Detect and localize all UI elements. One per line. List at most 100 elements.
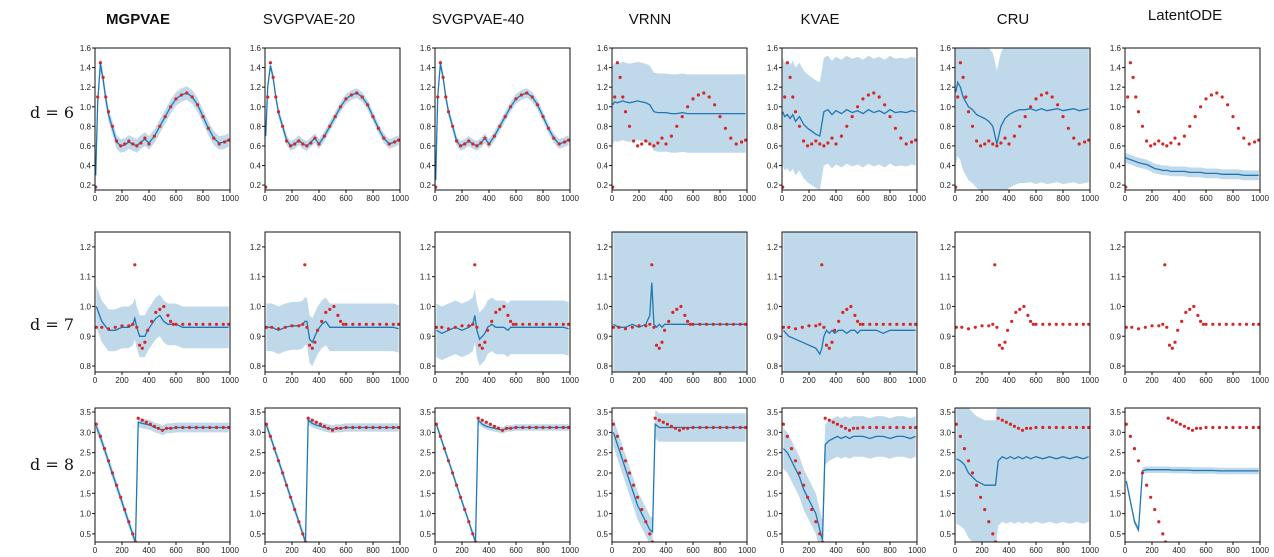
observed-point bbox=[1128, 61, 1132, 65]
observed-point bbox=[1244, 322, 1249, 326]
observed-point bbox=[391, 425, 395, 430]
y-tick-label: 2.0 bbox=[597, 469, 609, 478]
observed-point bbox=[822, 144, 826, 148]
observed-point bbox=[473, 263, 477, 267]
observed-point bbox=[1176, 328, 1180, 332]
observed-points bbox=[612, 416, 747, 542]
observed-point bbox=[527, 322, 532, 326]
observed-point bbox=[169, 105, 173, 109]
mean-line bbox=[435, 418, 569, 542]
column-title-svgpvae-40: SVGPVAE-40 bbox=[432, 11, 524, 28]
panel-cru-d-6: 0 200 400 600 800 1000 0.2 0.4 0.6 0.8 1.0 1.2 1.4 1.… bbox=[940, 44, 1100, 203]
x-tick-label: 400 bbox=[1172, 376, 1186, 385]
observed-point bbox=[1204, 97, 1208, 101]
x-tick-label: 1000 bbox=[561, 546, 579, 555]
panel-plot-area bbox=[612, 232, 747, 372]
observed-point bbox=[158, 307, 162, 311]
observed-point bbox=[1184, 310, 1188, 314]
mean-line bbox=[266, 320, 399, 344]
x-tick-label: 400 bbox=[659, 546, 673, 555]
observed-points bbox=[435, 416, 570, 542]
observed-point bbox=[498, 307, 502, 311]
y-tick-label: 0.9 bbox=[940, 332, 952, 341]
x-tick-label: 0 bbox=[610, 546, 615, 555]
observed-points bbox=[95, 61, 230, 189]
observed-point bbox=[123, 507, 127, 512]
y-tick-label: 0.5 bbox=[940, 530, 952, 539]
uncertainty-band bbox=[782, 55, 916, 190]
y-tick-label: 1.0 bbox=[597, 103, 609, 112]
panel-frame bbox=[434, 47, 571, 191]
x-tick-label: 200 bbox=[455, 194, 469, 203]
observed-point bbox=[1186, 426, 1191, 430]
observed-point bbox=[991, 322, 995, 326]
observed-point bbox=[979, 144, 983, 148]
observed-point bbox=[1157, 139, 1161, 143]
y-tick-label: 2.5 bbox=[80, 449, 92, 458]
observed-point bbox=[966, 327, 971, 331]
observed-point bbox=[1173, 340, 1177, 344]
mean-line bbox=[956, 455, 1089, 486]
observed-point bbox=[1007, 142, 1011, 146]
observed-point bbox=[623, 110, 628, 114]
observed-point bbox=[174, 97, 178, 101]
uncertainty-band bbox=[1126, 466, 1259, 534]
observed-point bbox=[483, 136, 487, 140]
x-tick-label: 800 bbox=[883, 376, 897, 385]
observed-point bbox=[289, 144, 293, 148]
observed-point bbox=[673, 426, 678, 430]
panel-plot-area bbox=[265, 60, 400, 189]
observed-point bbox=[995, 144, 999, 148]
panel-plot-area bbox=[95, 263, 230, 358]
panel-frame bbox=[611, 231, 748, 373]
row-labels: d = 6 d = 7 d = 8 bbox=[30, 103, 74, 474]
panel-svgpvae-40-d-7: 0 200 400 600 800 1000 0.8 0.9 1.0 1.1 1.2 bbox=[420, 231, 579, 385]
observed-point bbox=[868, 425, 872, 430]
observed-point bbox=[266, 95, 270, 99]
y-tick-label: 1.0 bbox=[767, 510, 779, 519]
observed-point bbox=[567, 425, 570, 430]
observed-point bbox=[979, 495, 983, 499]
observed-points bbox=[1125, 416, 1260, 542]
x-tick-label: 400 bbox=[829, 194, 843, 203]
y-tick-label: 1.2 bbox=[250, 243, 262, 252]
observed-point bbox=[826, 141, 830, 145]
y-tick-label: 3.5 bbox=[940, 408, 952, 417]
observed-point bbox=[281, 471, 285, 475]
observed-point bbox=[718, 115, 722, 119]
observed-point bbox=[480, 346, 484, 350]
observed-point bbox=[557, 142, 561, 146]
observed-point bbox=[818, 322, 822, 326]
observed-point bbox=[623, 459, 628, 463]
observed-point bbox=[496, 426, 500, 430]
observed-point bbox=[1018, 124, 1022, 128]
x-tick-label: 200 bbox=[632, 194, 646, 203]
observed-point bbox=[371, 322, 375, 326]
observed-point bbox=[534, 425, 538, 430]
observed-point bbox=[1003, 136, 1007, 140]
observed-points bbox=[265, 416, 400, 542]
panel-plot-area bbox=[435, 263, 570, 366]
observed-point bbox=[169, 319, 173, 323]
y-tick-label: 3.0 bbox=[940, 428, 952, 437]
observed-points bbox=[955, 61, 1090, 189]
observed-point bbox=[1014, 310, 1018, 314]
y-tick-label: 2.0 bbox=[940, 469, 952, 478]
observed-point bbox=[453, 325, 457, 329]
observed-point bbox=[397, 138, 400, 142]
observed-point bbox=[265, 185, 268, 189]
observed-point bbox=[1174, 420, 1178, 424]
x-tick-label: 200 bbox=[975, 546, 989, 555]
y-tick-label: 1.0 bbox=[250, 302, 262, 311]
observed-point bbox=[451, 124, 455, 128]
observed-point bbox=[814, 139, 818, 143]
observed-points bbox=[782, 416, 917, 542]
observed-point bbox=[488, 422, 492, 426]
y-tick-label: 1.4 bbox=[597, 64, 609, 73]
uncertainty-band bbox=[783, 232, 916, 372]
x-tick-label: 200 bbox=[455, 546, 469, 555]
observed-point bbox=[476, 416, 480, 420]
x-tick-label: 400 bbox=[1172, 194, 1186, 203]
observed-point bbox=[131, 142, 135, 146]
x-tick-label: 200 bbox=[802, 546, 816, 555]
